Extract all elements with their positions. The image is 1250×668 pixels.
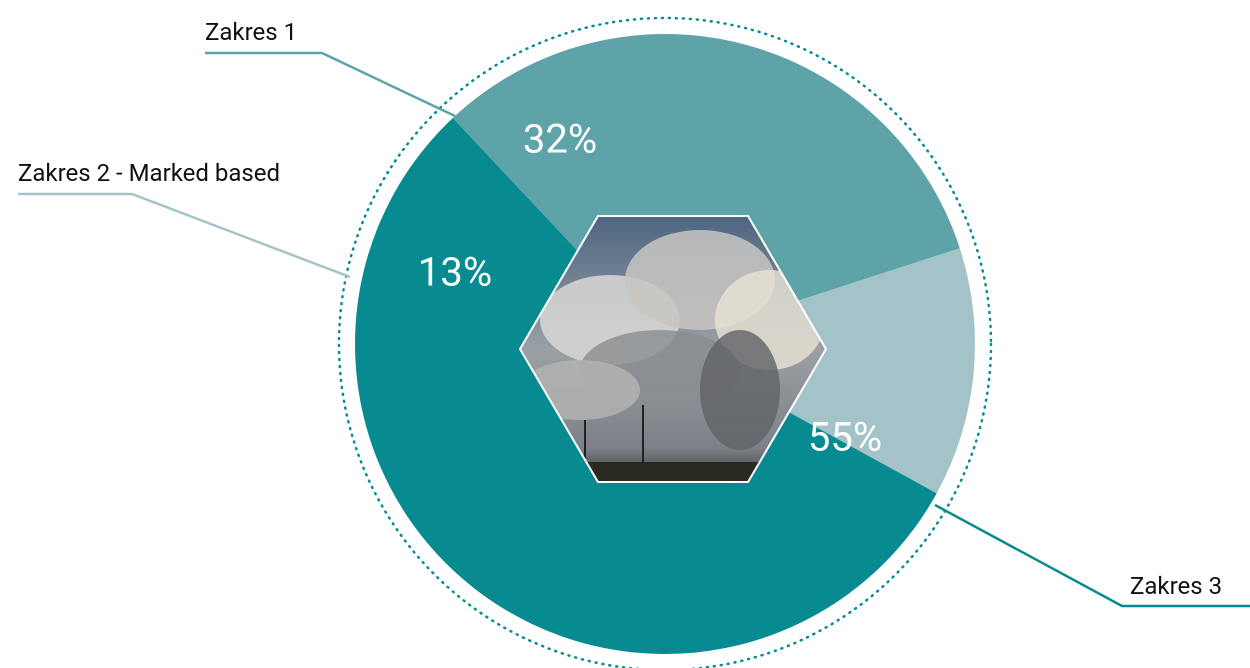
category-label: Zakres 2 - Marked based bbox=[18, 159, 280, 187]
leader-line bbox=[18, 192, 351, 279]
value-label: 32% bbox=[523, 116, 597, 163]
center-photo bbox=[518, 215, 828, 483]
dotted-ring bbox=[337, 16, 993, 668]
value-label: 13% bbox=[418, 249, 492, 296]
category-label: Zakres 1 bbox=[205, 18, 297, 46]
leader-line bbox=[205, 51, 456, 118]
category-label: Zakres 3 bbox=[1130, 572, 1222, 600]
value-label: 55% bbox=[808, 414, 882, 461]
pie-slice bbox=[665, 248, 975, 494]
leader-line bbox=[934, 503, 1250, 608]
pie-slice bbox=[452, 34, 960, 345]
